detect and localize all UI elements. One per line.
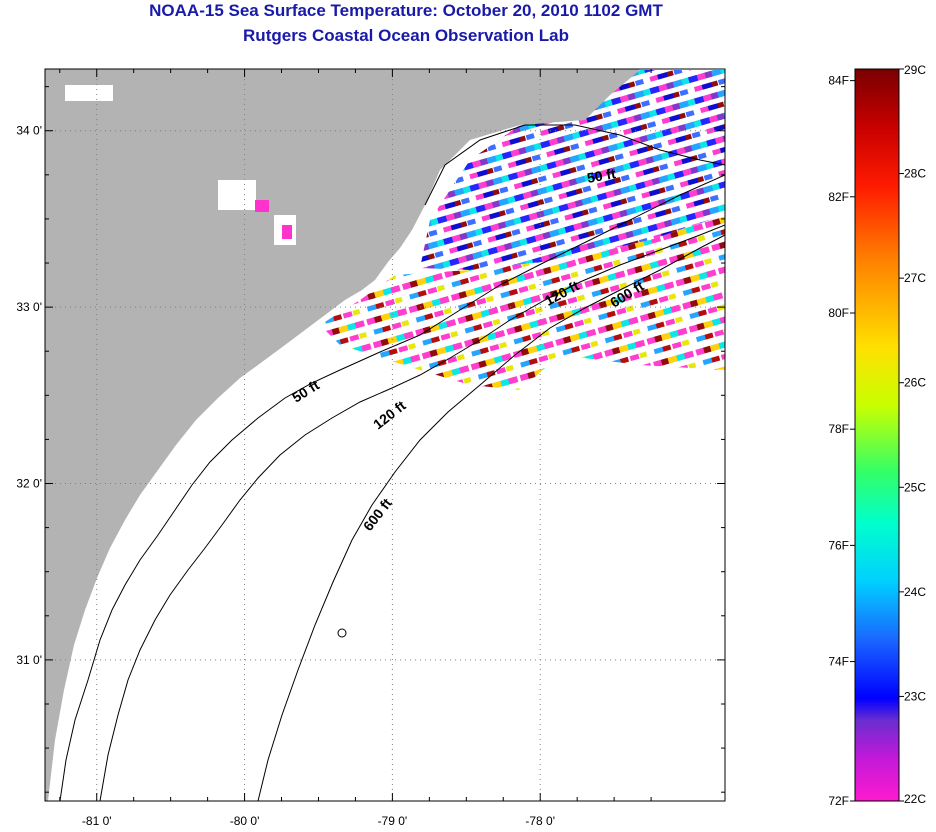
fahrenheit-label: 80F: [828, 306, 849, 320]
contour-50ft-inner: [424, 124, 725, 206]
map-subtitle: Rutgers Coastal Ocean Observation Lab: [243, 26, 569, 45]
contour-50ft: [59, 174, 725, 801]
fahrenheit-label: 76F: [828, 538, 849, 552]
sst-swath-south: [320, 215, 725, 390]
celsius-label: 22C: [904, 792, 926, 806]
inland-lake: [218, 180, 256, 210]
fahrenheit-label: 82F: [828, 190, 849, 204]
axis-ticks: -81 0' -80 0' -79 0' -78 0' 34 0' 33 0' 32 0' 3…: [16, 69, 725, 828]
lat-tick-label: 33 0': [16, 300, 42, 314]
lon-tick-label: -78 0': [525, 814, 555, 828]
colorbar-ticks: 29C 28C 27C 26C 25C 24C 23C 22C 84F 82F 80F 78F 76F 7…: [828, 63, 926, 808]
celsius-label: 23C: [904, 689, 926, 703]
sst-swath-north: [420, 70, 725, 270]
contour-120ft: [99, 224, 725, 801]
inland-sst-patch: [282, 225, 292, 239]
celsius-label: 29C: [904, 63, 926, 77]
inland-sst-patch: [255, 200, 269, 212]
lon-tick-label: -79 0': [378, 814, 408, 828]
celsius-label: 26C: [904, 376, 926, 390]
contour-600ft: [257, 234, 725, 801]
lon-tick-label: -81 0': [82, 814, 112, 828]
celsius-label: 27C: [904, 271, 926, 285]
graticule: [45, 69, 725, 801]
fahrenheit-label: 72F: [828, 794, 849, 808]
seamount-contour: [337, 628, 347, 638]
celsius-label: 28C: [904, 167, 926, 181]
fahrenheit-label: 74F: [828, 655, 849, 669]
land-mass: [45, 69, 640, 801]
fahrenheit-label: 78F: [828, 422, 849, 436]
fahrenheit-label: 84F: [828, 74, 849, 88]
contour-label: 50 ft: [586, 165, 617, 186]
lon-tick-label: -80 0': [230, 814, 260, 828]
lat-tick-label: 32 0': [16, 477, 42, 491]
lat-tick-label: 34 0': [16, 124, 42, 138]
celsius-label: 24C: [904, 585, 926, 599]
celsius-label: 25C: [904, 480, 926, 494]
map-frame: [44, 68, 726, 802]
lat-tick-label: 31 0': [16, 653, 42, 667]
map-title: NOAA-15 Sea Surface Temperature: October…: [149, 1, 663, 20]
colorbar-gradient: [854, 68, 900, 802]
inland-lake: [65, 85, 113, 101]
